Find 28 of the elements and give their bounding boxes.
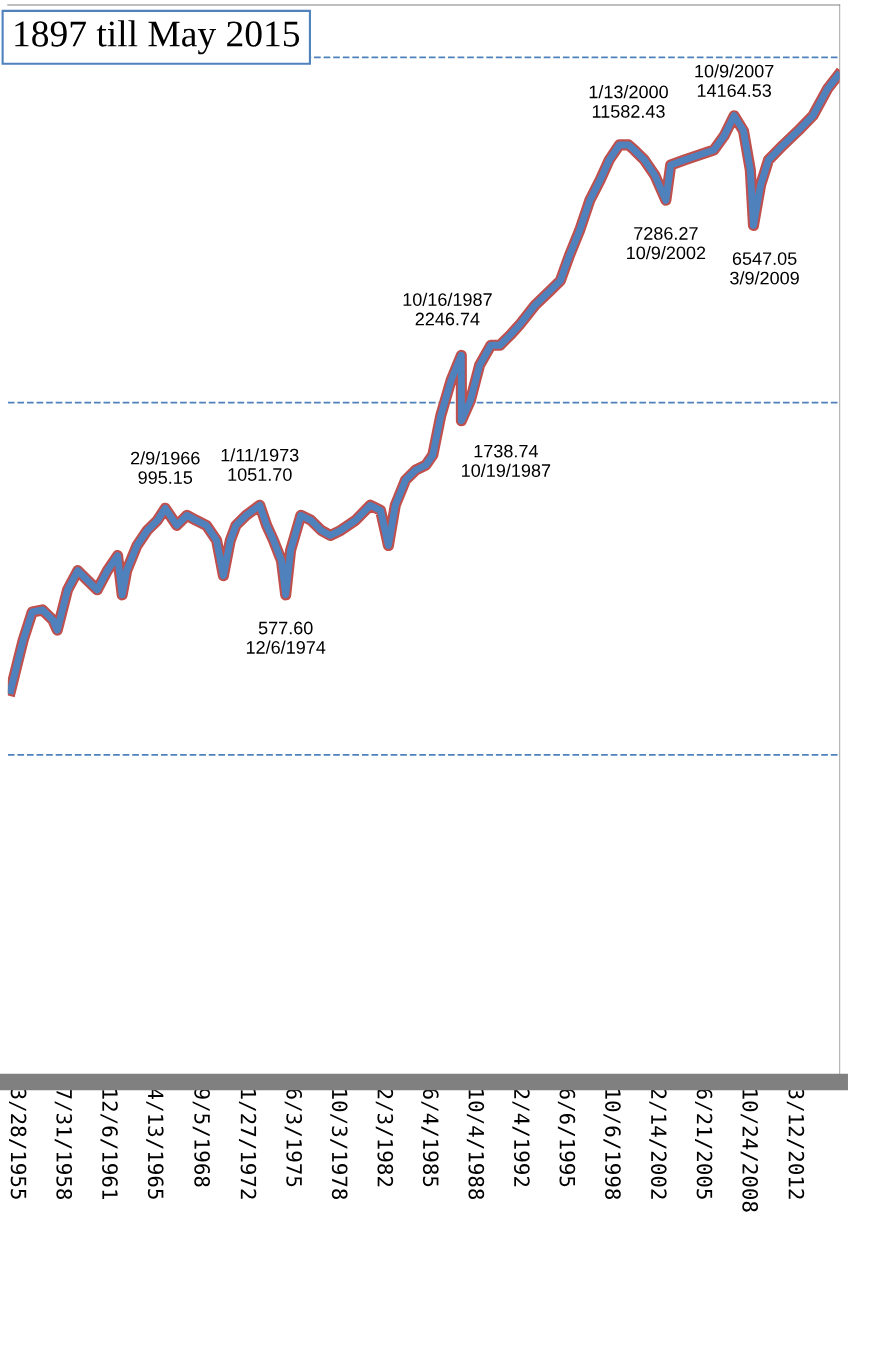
x-tick-label: 10/3/1978: [330, 1090, 348, 1200]
x-tick-label: 10/6/1998: [603, 1090, 621, 1200]
x-tick-label: 6/3/1975: [284, 1088, 303, 1187]
x-tick-label: 4/13/1965: [146, 1088, 164, 1199]
x-tick-label: 1/27/1972: [238, 1090, 257, 1199]
annotation: 577.60 12/6/1974: [246, 621, 326, 654]
x-tick-label: 10/4/1988: [466, 1090, 485, 1200]
annotation: 1738.74 10/19/1987: [462, 444, 551, 477]
x-tick-label: 9/5/1968: [192, 1088, 210, 1187]
annotation: 7286.27 10/9/2002: [627, 227, 706, 260]
annotation: 1/11/1973 1051.70: [221, 448, 299, 481]
x-tick-label: 2/4/1992: [512, 1089, 530, 1187]
annotation: 2/9/1966 995.15: [131, 451, 200, 484]
x-tick-label: 7/31/1958: [54, 1088, 73, 1200]
x-tick-label: 2/14/2002: [649, 1089, 667, 1199]
annotation: 6547.05 3/9/2009: [730, 252, 799, 285]
x-tick-label: 10/24/2008: [740, 1090, 759, 1212]
x-tick-label: 6/21/2005: [695, 1088, 713, 1199]
x-tick-label: 3/28/1955: [9, 1088, 27, 1199]
x-tick-label: 12/6/1961: [100, 1090, 118, 1200]
x-tick-label: 6/6/1995: [557, 1088, 576, 1187]
x-tick-label: 6/4/1985: [421, 1088, 439, 1187]
annotation: 10/16/1987 2246.74: [403, 292, 492, 326]
annotation: 10/9/2007 14164.53: [695, 64, 774, 97]
x-tick-label: 3/12/2012: [786, 1088, 805, 1199]
x-tick-label: 2/3/1982: [375, 1089, 394, 1187]
chart-title: 1897 till May 2015: [15, 20, 300, 55]
annotation: 1/13/2000 11582.43: [589, 85, 668, 118]
